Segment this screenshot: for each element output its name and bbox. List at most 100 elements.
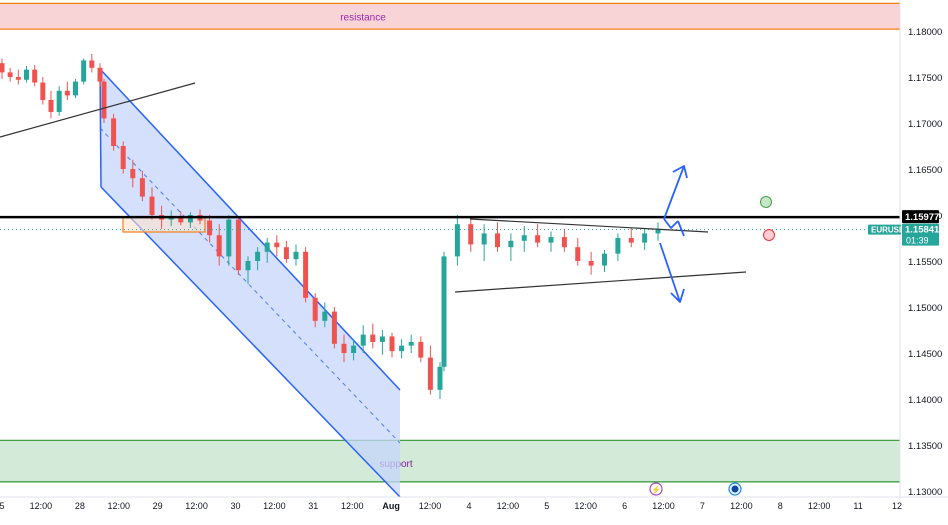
candle-body (399, 345, 405, 352)
time-tick-label: 12 (892, 501, 902, 511)
bullish-arrow-shaft[interactable] (663, 165, 685, 220)
candle-body (274, 242, 280, 248)
time-tick-label: 12:00 (652, 501, 675, 511)
candle-body (408, 341, 414, 346)
rising-trendline[interactable] (0, 82, 196, 138)
candle-body (379, 336, 385, 342)
symbol-badge[interactable] (868, 224, 901, 235)
time-tick-label: 12:00 (107, 501, 130, 511)
candle-body (56, 90, 62, 112)
time-tick-label: 5 (0, 501, 5, 511)
lightning-event-icon[interactable] (649, 482, 663, 496)
time-tick-label: 12:00 (497, 501, 520, 511)
candle-body (360, 334, 366, 346)
last-price-badge-label: 1.15841 (905, 225, 940, 236)
time-tick-label: 29 (153, 501, 163, 511)
time-tick-label: 6 (622, 501, 627, 511)
candle-body (331, 311, 337, 344)
bearish-arrow-shaft[interactable] (659, 242, 681, 303)
candle-body (303, 251, 309, 298)
candle-body (178, 216, 184, 223)
candle-body (468, 224, 474, 245)
channel-midline[interactable] (99, 127, 401, 444)
channel-lower-line[interactable] (100, 186, 401, 498)
candle-body (548, 237, 554, 243)
price-tick-label: 1.15500 (908, 257, 942, 268)
candle-body (89, 60, 95, 68)
price-tick-label: 1.14500 (908, 349, 942, 360)
price-tick-label: 1.18000 (908, 27, 942, 38)
candle-body (454, 224, 460, 257)
candle-body (437, 366, 443, 390)
candle-body (149, 196, 155, 215)
candle-body (370, 334, 376, 342)
candle-body (139, 178, 145, 197)
time-tick-label: 28 (75, 501, 85, 511)
candle-body (7, 72, 13, 77)
candle-body (642, 233, 648, 243)
candle-body (226, 219, 232, 257)
arrow-zigzag[interactable] (663, 218, 679, 229)
resistance-zone (0, 3, 900, 30)
candle-body (40, 82, 46, 100)
time-tick-label: 12:00 (30, 501, 53, 511)
drawings-layer[interactable] (0, 82, 900, 303)
candle-body (73, 81, 78, 96)
time-tick-label: 4 (466, 501, 471, 511)
candles-layer (0, 54, 661, 399)
candle-body (602, 253, 607, 266)
red-circle-marker[interactable] (763, 229, 775, 241)
candle-body (15, 77, 21, 80)
time-tick-label: 12:00 (730, 501, 753, 511)
key-level-badge[interactable] (902, 210, 939, 224)
time-tick-label: 12:00 (341, 501, 364, 511)
channel-fill[interactable] (100, 69, 400, 497)
price-tick-label: 1.17500 (908, 73, 942, 84)
channel-upper-line[interactable] (99, 68, 401, 391)
time-axis[interactable]: 5 12:00 28 12:00 29 12:00 30 12:00 31 12:00 Aug 12:… (0, 482, 948, 511)
candle-body (495, 233, 500, 248)
candle-body (312, 297, 318, 321)
time-tick-label: Aug (382, 501, 400, 511)
candle-body (120, 146, 126, 169)
bullish-arrow-head[interactable] (672, 165, 688, 179)
candle-body (441, 256, 447, 367)
candle-body (283, 247, 289, 260)
price-tick-label: 1.17000 (908, 119, 942, 130)
candle-body (508, 240, 514, 248)
price-axis[interactable]: 1.180001.175001.170001.165001.160001.155… (868, 0, 948, 498)
candle-body (97, 67, 103, 82)
price-tick-label: 1.13500 (908, 441, 942, 452)
time-tick-label: 7 (700, 501, 705, 511)
candle-body (111, 118, 117, 146)
price-tick-label: 1.14000 (908, 395, 942, 406)
channel-layer[interactable] (99, 68, 401, 498)
candle-body (389, 336, 395, 352)
candle-body (255, 251, 261, 261)
last-price-badge[interactable] (902, 223, 939, 246)
candle-body (245, 261, 251, 271)
time-tick-label: 11 (853, 501, 862, 511)
candle-body (418, 341, 424, 358)
economic-event-dot (731, 485, 739, 493)
triangle-upper-line[interactable] (469, 218, 709, 233)
candle-body (101, 81, 107, 119)
arrow-zigzag-tip[interactable] (677, 220, 685, 237)
candle-body (521, 235, 527, 241)
time-tick-label: 31 (308, 501, 318, 511)
candle-body (427, 357, 433, 390)
price-tick-label: 1.16500 (908, 165, 942, 176)
candle-body (187, 215, 193, 223)
time-tick-label: 30 (230, 501, 240, 511)
resistance-label: resistance (340, 12, 386, 23)
bearish-arrow-head[interactable] (670, 288, 685, 303)
triangle-lower-line[interactable] (454, 271, 747, 293)
lightning-glyph: ⚡ (651, 485, 661, 495)
green-circle-marker[interactable] (760, 196, 772, 208)
candle-body (24, 69, 29, 80)
key-level-badge-label: 1.15977 (905, 212, 939, 223)
candle-body (481, 233, 487, 245)
candle-body (293, 251, 299, 260)
